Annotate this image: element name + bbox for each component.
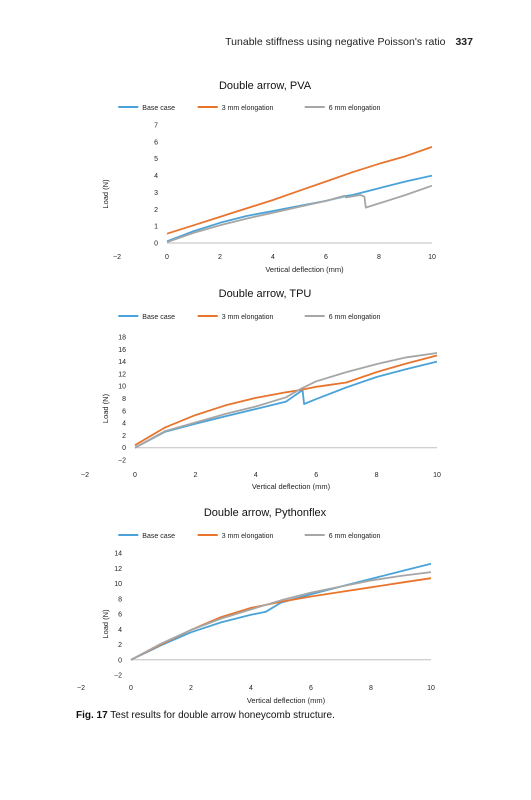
y-tick-label: 18 (118, 335, 126, 342)
y-tick-label: 6 (118, 612, 122, 619)
y-tick-label: 4 (154, 173, 158, 180)
series-line-0 (134, 360, 438, 449)
chart-title: Double arrow, TPU (219, 288, 312, 300)
legend-label-0: Base case (142, 105, 175, 112)
figure-caption: Fig. 17 Test results for double arrow ho… (76, 710, 335, 721)
y-tick-label: 6 (154, 139, 158, 146)
x-tick-label: 4 (249, 685, 253, 692)
y-tick-label: 5 (154, 156, 158, 163)
legend-label-1: 3 mm elongation (222, 533, 274, 540)
x-axis-label: Vertical deflection (mm) (265, 265, 344, 274)
legend-label-2: 6 mm elongation (329, 105, 381, 112)
caption-label: Fig. 17 (76, 710, 108, 721)
x-axis-label: Vertical deflection (mm) (247, 696, 326, 705)
legend-label-0: Base case (142, 314, 175, 321)
x-tick-label: 2 (218, 254, 222, 261)
y-tick-label: 12 (114, 566, 122, 573)
y-tick-label: 2 (118, 642, 122, 649)
x-tick-label: 0 (133, 472, 137, 479)
x-tick-label: 6 (324, 254, 328, 261)
legend-label-2: 6 mm elongation (329, 314, 381, 321)
chart-title: Double arrow, PVA (219, 80, 312, 92)
series-line-0 (130, 562, 432, 661)
x-tick-label: 10 (433, 472, 441, 479)
x-tick-label: 4 (271, 254, 275, 261)
chart-tpu-svg: Double arrow, TPU Base case 3 mm elongatio… (81, 288, 441, 491)
x-axis-label: Vertical deflection (mm) (252, 482, 331, 491)
y-tick-label: 14 (114, 551, 122, 558)
y-tick-label: 6 (122, 408, 126, 415)
y-axis-label: Load (N) (101, 393, 110, 423)
x-tick-label: 6 (309, 685, 313, 692)
x-tick-label: 8 (369, 685, 373, 692)
y-tick-label: 10 (118, 384, 126, 391)
series-line-1 (166, 146, 433, 235)
series-line-2 (166, 184, 433, 244)
y-axis-label: Load (N) (101, 179, 110, 209)
legend-label-1: 3 mm elongation (222, 105, 274, 112)
x-tick-label: 0 (129, 685, 133, 692)
y-tick-label: 1 (154, 224, 158, 231)
y-tick-label: 3 (154, 190, 158, 197)
legend-label-1: 3 mm elongation (222, 314, 274, 321)
chart-tpu: Double arrow, TPU Base case 3 mm elongatio… (0, 282, 531, 496)
x-tick-label: −2 (81, 472, 89, 479)
x-tick-label: 2 (189, 685, 193, 692)
series-line-0 (166, 174, 433, 243)
x-tick-label: 4 (254, 472, 258, 479)
y-tick-label: 7 (154, 123, 158, 130)
series-line-2 (134, 352, 438, 449)
x-tick-label: −2 (77, 685, 85, 692)
x-tick-label: 0 (165, 254, 169, 261)
y-tick-label: 2 (154, 207, 158, 214)
x-tick-label: 10 (428, 254, 436, 261)
y-tick-label: 14 (118, 359, 126, 366)
caption-text: Test results for double arrow honeycomb … (110, 710, 335, 721)
series-line-2 (130, 571, 432, 661)
x-tick-label: −2 (113, 254, 121, 261)
running-title: Tunable stiffness using negative Poisson… (225, 36, 446, 48)
y-tick-label: 8 (118, 596, 122, 603)
y-tick-label: 10 (114, 581, 122, 588)
chart-title: Double arrow, Pythonflex (204, 507, 327, 519)
y-tick-label: 0 (118, 657, 122, 664)
chart-pva: Double arrow, PVA Base case 3 mm elongatio… (0, 70, 531, 282)
x-tick-label: 10 (427, 685, 435, 692)
y-tick-label: 0 (122, 445, 126, 452)
y-tick-label: 8 (122, 396, 126, 403)
y-tick-label: 0 (154, 241, 158, 248)
x-tick-label: 8 (375, 472, 379, 479)
legend-label-0: Base case (142, 533, 175, 540)
y-tick-label: 12 (118, 371, 126, 378)
x-tick-label: 6 (314, 472, 318, 479)
y-tick-label: −2 (118, 458, 126, 465)
running-head: Tunable stiffness using negative Poisson… (225, 36, 473, 48)
chart-pythonflex: Double arrow, Pythonflex Base case 3 mm el… (0, 498, 531, 708)
y-tick-label: −2 (114, 673, 122, 680)
y-axis-label: Load (N) (101, 609, 110, 639)
y-tick-label: 2 (122, 433, 126, 440)
y-tick-label: 16 (118, 347, 126, 354)
chart-pythonflex-svg: Double arrow, Pythonflex Base case 3 mm el… (77, 507, 435, 705)
page-number: 337 (455, 36, 473, 48)
x-tick-label: 8 (377, 254, 381, 261)
legend-label-2: 6 mm elongation (329, 533, 381, 540)
y-tick-label: 4 (118, 627, 122, 634)
chart-pva-svg: Double arrow, PVA Base case 3 mm elongatio… (101, 80, 436, 274)
y-tick-label: 4 (122, 421, 126, 428)
series-line-1 (134, 354, 438, 446)
series-line-1 (130, 577, 432, 661)
x-tick-label: 2 (193, 472, 197, 479)
